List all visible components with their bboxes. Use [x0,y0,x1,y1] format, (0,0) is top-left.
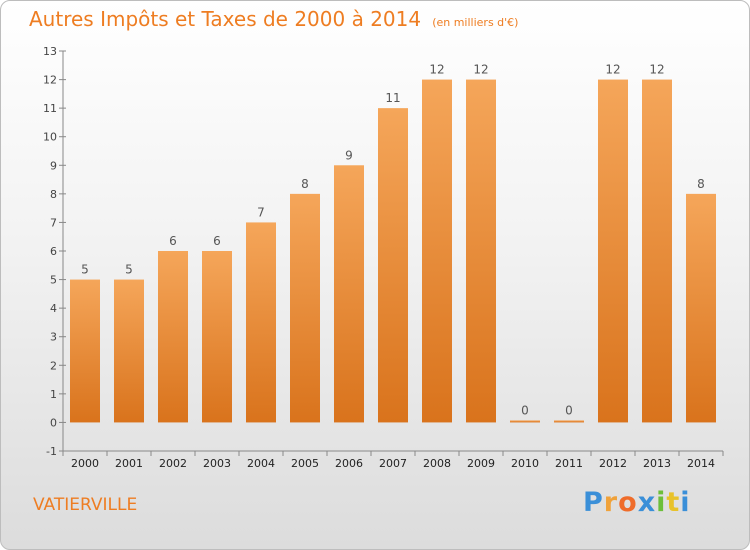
y-tick-label: -1 [46,445,57,458]
x-tick-label: 2007 [379,457,407,470]
logo-letter: o [618,487,638,518]
logo-letter: P [583,487,604,518]
bar-value-label: 12 [473,63,488,77]
x-tick-label: 2006 [335,457,363,470]
title-line: Autres Impôts et Taxes de 2000 à 2014 (e… [29,7,518,31]
bar [70,279,100,423]
y-tick-label: 5 [50,274,57,287]
x-tick-label: 2009 [467,457,495,470]
bar-value-label: 12 [429,63,444,77]
y-tick-label: 4 [50,302,57,315]
bar-value-label: 6 [213,234,221,248]
bar-value-label: 7 [257,205,265,219]
y-tick-label: 13 [43,45,57,58]
logo-letter: t [666,487,681,518]
y-tick-label: 0 [50,416,57,429]
bar-value-label: 9 [345,148,353,162]
x-tick-label: 2010 [511,457,539,470]
logo-letter: i [680,487,691,518]
x-tick-label: 2003 [203,457,231,470]
bar-value-label: 8 [697,177,705,191]
bar-value-label: 12 [649,63,664,77]
bar [466,79,496,423]
commune-name: VATIERVILLE [33,495,138,515]
x-tick-label: 2008 [423,457,451,470]
y-tick-label: 11 [43,102,57,115]
y-tick-label: 7 [50,216,57,229]
y-tick-label: 1 [50,388,57,401]
y-tick-label: 8 [50,188,57,201]
x-tick-label: 2005 [291,457,319,470]
x-tick-label: 2004 [247,457,275,470]
x-tick-label: 2012 [599,457,627,470]
bar [422,79,452,423]
proxiti-logo: Proxiti [583,487,691,518]
x-tick-label: 2001 [115,457,143,470]
logo-letter: x [637,487,657,518]
logo-letter: r [603,487,619,518]
x-tick-label: 2002 [159,457,187,470]
bar [554,420,584,423]
y-tick-label: 2 [50,359,57,372]
bar [158,251,188,423]
bar-value-label: 12 [605,63,620,77]
chart-title: Autres Impôts et Taxes de 2000 à 2014 [29,7,422,31]
bar [378,108,408,423]
bar [334,165,364,423]
x-tick-label: 2013 [643,457,671,470]
bar [510,420,540,423]
y-tick-label: 6 [50,245,57,258]
x-tick-label: 2011 [555,457,583,470]
bar-value-label: 5 [81,263,89,277]
bar-value-label: 8 [301,177,309,191]
bar-value-label: 6 [169,234,177,248]
bar [202,251,232,423]
bar-value-label: 0 [521,403,529,417]
bar [290,193,320,423]
bar [246,222,276,423]
chart-unit: (en milliers d'€) [432,16,519,29]
bar-value-label: 0 [565,403,573,417]
y-tick-label: 12 [43,74,57,87]
bar [642,79,672,423]
y-tick-label: 10 [43,131,57,144]
y-tick-label: 9 [50,159,57,172]
y-tick-label: 3 [50,331,57,344]
logo-letter: i [656,487,667,518]
bar-value-label: 11 [385,91,400,105]
bar-value-label: 5 [125,263,133,277]
bar [598,79,628,423]
bar [686,193,716,423]
bar [114,279,144,423]
x-tick-label: 2000 [71,457,99,470]
x-tick-label: 2014 [687,457,715,470]
